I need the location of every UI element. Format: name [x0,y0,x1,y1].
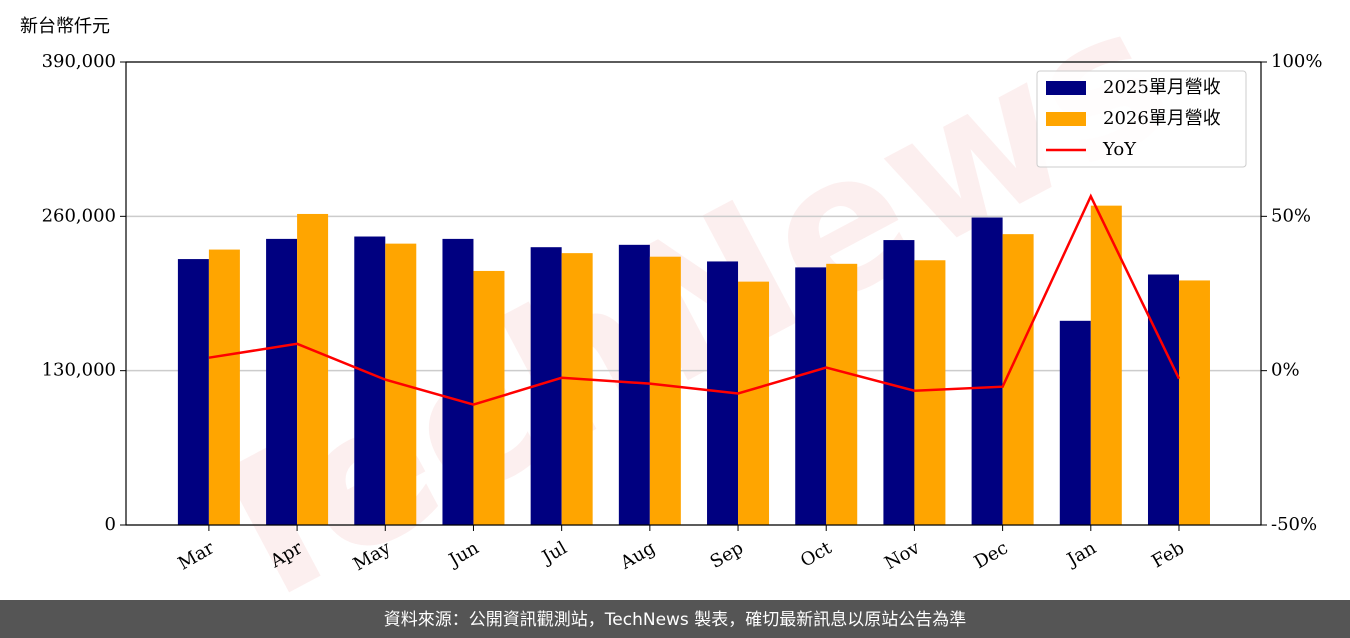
bar [561,253,593,525]
x-tick-label: Oct [797,537,836,572]
y2-tick-label: 100% [1271,51,1322,72]
y-tick-label: 130,000 [42,360,116,381]
legend-label: 2026單月營收 [1103,108,1221,129]
bar [1178,280,1210,525]
legend-label: 2025單月營收 [1103,77,1221,98]
footer: 資料來源：公開資訊觀測站，TechNews 製表，確切最新訊息以原站公告為準 [384,610,966,630]
bar [266,238,298,525]
y2-tick-label: 50% [1271,205,1311,226]
bar [473,270,505,525]
x-tick-label: Aug [616,537,659,574]
y2-tick-label: 0% [1271,360,1300,381]
x-tick-label: Dec [971,537,1012,573]
bar [1090,205,1122,525]
legend-label: YoY [1102,139,1137,160]
bar [1059,320,1091,525]
y-tick-label: 390,000 [42,51,116,72]
y2-tick-label: -50% [1271,514,1317,535]
footer-band [0,600,1350,638]
bar [1147,274,1179,525]
y-tick-label: 0 [105,514,116,535]
plot-frame [125,61,1262,526]
x-tick-label: Feb [1148,537,1188,572]
bar [442,238,474,525]
bar [649,256,681,525]
x-tick-label: Sep [707,537,747,572]
bar [795,267,827,525]
y-tick-label: 260,000 [42,205,116,226]
bar [177,259,209,525]
x-tick-label: Jul [537,537,571,569]
bar [826,263,858,525]
unit-label: 新台幣仟元 [20,16,110,37]
bar [618,244,650,526]
bar [1002,234,1034,525]
bar [971,217,1003,525]
bar [738,281,770,525]
x-tick-label: Jan [1062,537,1100,571]
x-tick-label: Nov [881,537,924,574]
bar [883,240,915,526]
bar [297,213,329,525]
bar [354,236,386,525]
bar [914,260,946,525]
legend-swatch [1046,81,1086,95]
legend-box [1036,70,1247,168]
legend-swatch [1046,112,1086,126]
line [208,193,1181,406]
bar [208,249,240,526]
